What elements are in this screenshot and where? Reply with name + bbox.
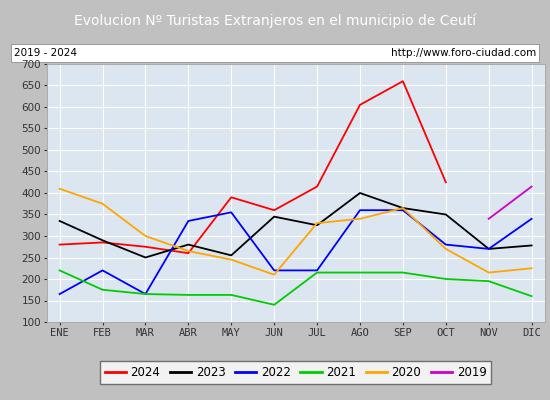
Text: Evolucion Nº Turistas Extranjeros en el municipio de Ceutí: Evolucion Nº Turistas Extranjeros en el … [74, 14, 476, 28]
Legend: 2024, 2023, 2022, 2021, 2020, 2019: 2024, 2023, 2022, 2021, 2020, 2019 [100, 362, 491, 384]
Text: 2019 - 2024: 2019 - 2024 [14, 48, 76, 58]
Text: http://www.foro-ciudad.com: http://www.foro-ciudad.com [391, 48, 536, 58]
